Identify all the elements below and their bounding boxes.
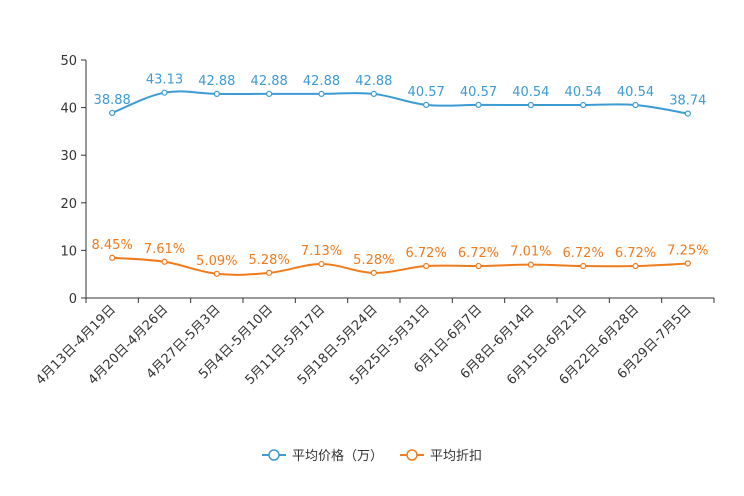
data-label: 40.54 <box>617 85 654 100</box>
data-point[interactable] <box>370 90 377 97</box>
legend-marker-icon <box>268 449 280 461</box>
data-label: 5.28% <box>249 253 290 268</box>
data-point[interactable] <box>161 258 168 265</box>
data-label: 42.88 <box>303 74 340 89</box>
legend-item-2[interactable]: 平均折扣 <box>400 449 482 464</box>
data-point[interactable] <box>161 89 168 96</box>
data-label: 6.72% <box>615 246 656 261</box>
data-label: 40.54 <box>565 85 602 100</box>
legend-item-1[interactable]: 平均价格（万） <box>262 448 383 464</box>
data-point[interactable] <box>109 109 116 117</box>
legend-label: 平均折扣 <box>430 449 482 464</box>
data-label: 40.57 <box>408 85 445 100</box>
data-point[interactable] <box>109 254 116 261</box>
series-layer: 38.88 43.13 42.88 42.88 42.88 42.88 40.57 40.57… <box>92 73 708 277</box>
data-label: 5.09% <box>196 254 237 269</box>
y-tick-label: 50 <box>60 54 77 69</box>
data-label: 38.74 <box>669 94 706 109</box>
data-point[interactable] <box>318 90 325 97</box>
data-label: 7.25% <box>667 243 708 258</box>
series-line <box>111 90 688 115</box>
data-point[interactable] <box>684 260 691 267</box>
data-point[interactable] <box>318 260 325 268</box>
data-point[interactable] <box>213 270 220 277</box>
series-line <box>112 256 688 276</box>
data-point[interactable] <box>213 90 220 97</box>
legend[interactable]: 平均价格（万） 平均折扣 <box>262 448 482 464</box>
data-point[interactable] <box>423 262 430 270</box>
data-point[interactable] <box>370 269 377 276</box>
data-label: 6.72% <box>406 246 447 261</box>
y-tick-label: 20 <box>60 197 77 212</box>
data-label: 8.45% <box>92 238 133 253</box>
data-point[interactable] <box>475 262 482 270</box>
data-label: 42.88 <box>198 74 235 89</box>
legend-label: 平均价格（万） <box>292 448 383 464</box>
data-label: 7.61% <box>144 242 185 257</box>
data-label: 43.13 <box>146 73 183 88</box>
data-point[interactable] <box>475 101 482 108</box>
data-point[interactable] <box>527 261 534 268</box>
data-label: 5.28% <box>353 253 394 268</box>
data-point[interactable] <box>684 110 691 117</box>
data-point[interactable] <box>580 101 587 109</box>
data-point[interactable] <box>527 101 534 109</box>
data-label: 7.13% <box>301 244 342 259</box>
data-point[interactable] <box>266 90 273 97</box>
series-1: 38.88 43.13 42.88 42.88 42.88 42.88 40.57 40.57… <box>94 73 706 117</box>
data-point[interactable] <box>632 262 639 270</box>
y-tick-label: 30 <box>60 149 77 164</box>
data-label: 42.88 <box>251 74 288 89</box>
data-point[interactable] <box>632 101 639 109</box>
data-point[interactable] <box>580 262 587 270</box>
data-label: 6.72% <box>458 246 499 261</box>
data-label: 40.57 <box>460 85 497 100</box>
data-label: 42.88 <box>355 74 392 89</box>
data-label: 40.54 <box>512 85 549 100</box>
y-tick-label: 40 <box>60 102 77 117</box>
y-tick-label: 0 <box>69 292 77 307</box>
series-2: 8.45% 7.61% 5.09% 5.28% 7.13% 5.28% 6.72% 6.72%… <box>92 238 708 277</box>
data-point[interactable] <box>423 101 430 108</box>
data-label: 6.72% <box>563 246 604 261</box>
data-label: 7.01% <box>510 245 551 260</box>
y-tick-label: 10 <box>60 244 77 259</box>
data-point[interactable] <box>266 269 273 276</box>
data-label: 38.88 <box>94 93 131 108</box>
legend-marker-icon <box>406 449 418 461</box>
